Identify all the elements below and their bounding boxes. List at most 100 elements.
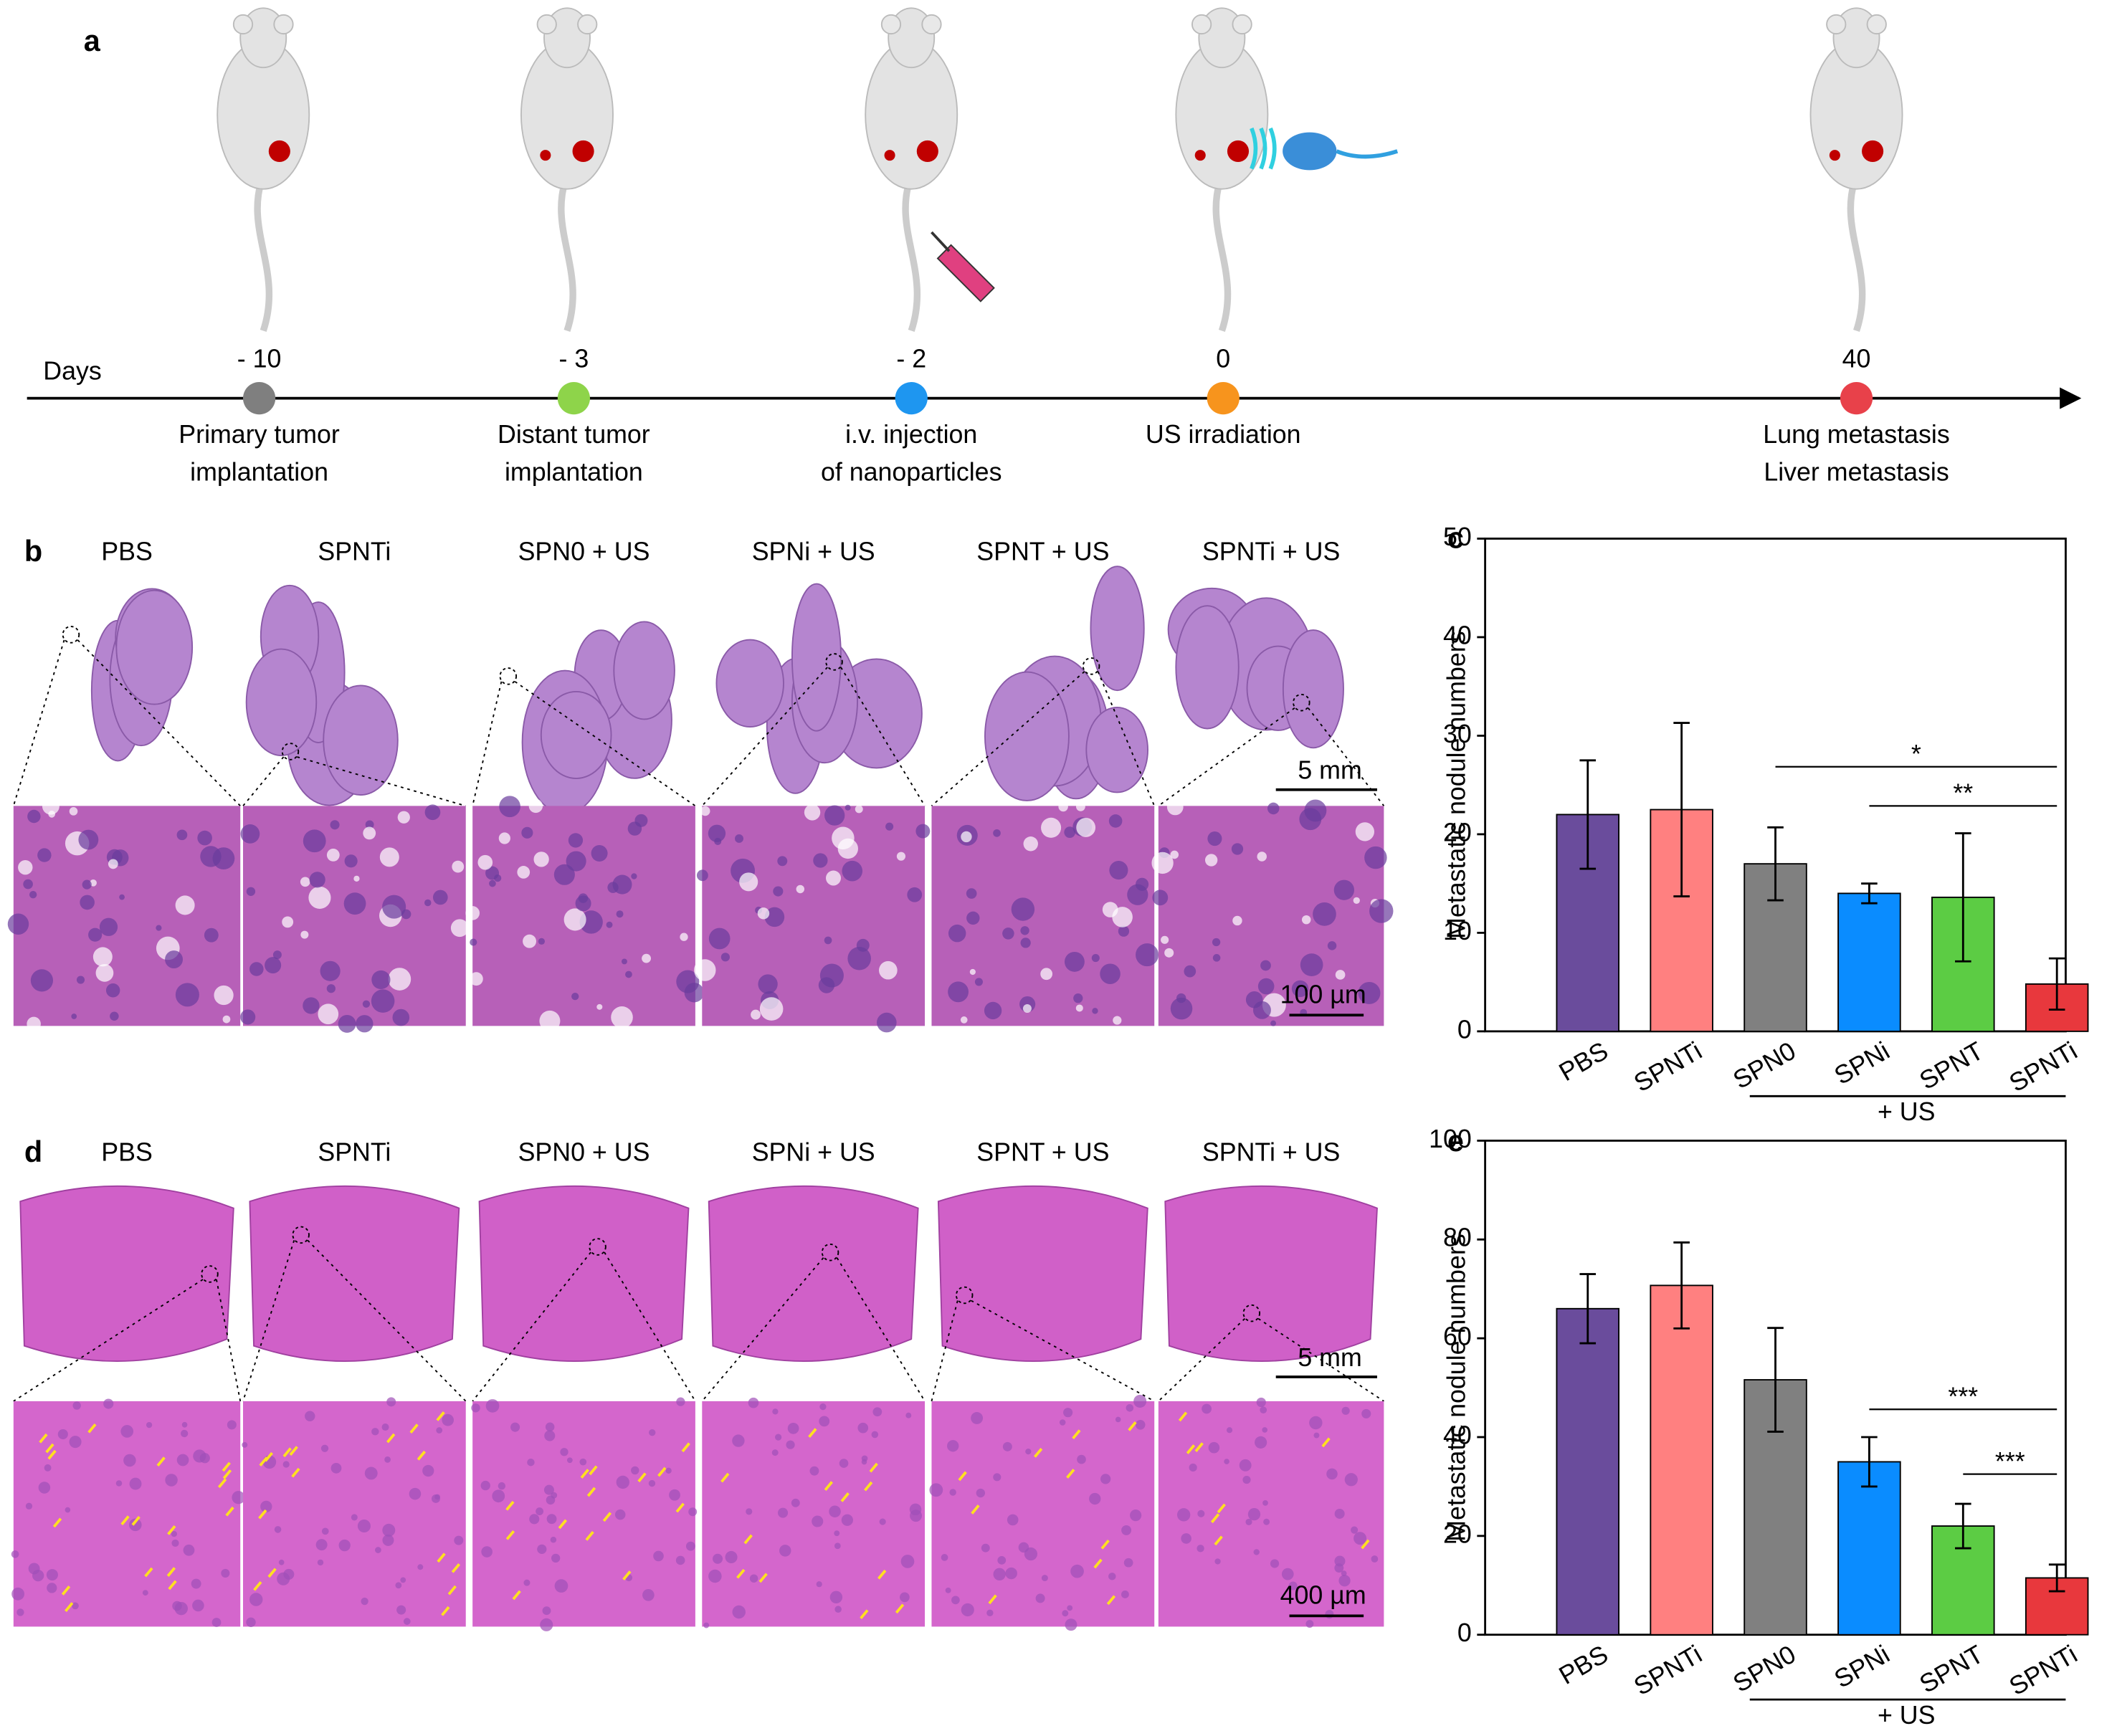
zoom-marker	[1242, 1304, 1261, 1322]
cell-texture	[948, 924, 966, 943]
cell-texture	[16, 1608, 24, 1616]
cell-texture	[38, 1482, 51, 1494]
cell-texture	[1262, 1500, 1268, 1506]
cell-texture	[947, 1440, 959, 1452]
cell-texture	[824, 805, 845, 826]
tissue	[715, 639, 784, 728]
cell-texture	[232, 1491, 245, 1504]
zoom-guide	[77, 639, 241, 807]
group-title: SPNT + US	[976, 538, 1109, 566]
nodule-arrow	[736, 1568, 746, 1579]
nodule-arrow	[840, 1492, 850, 1502]
cell-texture	[905, 1412, 912, 1418]
cell-texture	[498, 832, 510, 844]
cell-texture	[696, 869, 708, 882]
ultrasound-wave	[1250, 127, 1258, 170]
y-tick-label: 100	[1429, 1125, 1472, 1153]
cell-texture	[1135, 1420, 1146, 1430]
cell-texture	[550, 1536, 557, 1543]
cell-texture	[470, 938, 477, 946]
nodule-arrow	[437, 1553, 446, 1563]
zoom-marker	[1293, 693, 1310, 712]
nodule-arrow	[1072, 1429, 1081, 1440]
zoom-guide	[604, 1251, 696, 1402]
cell-texture	[1257, 852, 1267, 862]
nodule-arrow	[860, 1609, 869, 1620]
cell-texture	[1126, 1403, 1134, 1412]
cell-texture	[211, 1618, 222, 1627]
cell-texture	[1291, 980, 1309, 998]
cell-texture	[910, 1510, 922, 1522]
cell-texture	[993, 829, 1001, 837]
zoom-guide	[242, 1240, 295, 1402]
y-tick-label: 20	[1443, 1520, 1472, 1548]
cell-texture	[392, 1008, 410, 1026]
cell-texture	[492, 1489, 505, 1503]
cell-texture	[612, 874, 632, 895]
zoom-guide	[242, 756, 285, 806]
cell-texture	[1338, 1575, 1351, 1587]
cell-texture	[1092, 1008, 1098, 1014]
nodule-arrow	[1093, 1558, 1103, 1569]
nodule-arrow	[253, 1580, 262, 1591]
cell-texture	[395, 1582, 402, 1589]
nodule-arrow	[166, 1567, 176, 1577]
cell-texture	[1353, 897, 1360, 905]
cell-texture	[11, 1550, 19, 1558]
cell-texture	[1181, 1533, 1191, 1544]
panel-label: c	[1447, 520, 1464, 554]
cell-texture	[571, 992, 579, 1001]
cell-texture	[1260, 960, 1271, 971]
overview-image	[1167, 587, 1344, 749]
cell-texture	[382, 1534, 394, 1546]
cell-texture	[948, 981, 969, 1003]
cell-texture	[353, 875, 360, 882]
nodule-arrow	[869, 1462, 878, 1473]
cell-texture	[986, 1609, 994, 1617]
zoom-image	[694, 804, 931, 1033]
nodule-arrow	[120, 1515, 130, 1526]
bar	[1837, 1461, 1901, 1636]
nodule-arrow	[1217, 1503, 1226, 1514]
timeline-event-label: i.v. injection	[845, 420, 977, 449]
cell-texture	[57, 1429, 68, 1440]
cell-texture	[1197, 1510, 1205, 1517]
cell-texture	[381, 1423, 389, 1431]
cell-texture	[379, 847, 399, 867]
cell-texture	[545, 1422, 555, 1432]
cell-texture	[1371, 1555, 1379, 1563]
cell-texture	[309, 872, 325, 888]
cell-texture	[277, 1572, 290, 1585]
cell-texture	[700, 806, 710, 816]
zoom-image	[931, 801, 1159, 1026]
cell-texture	[129, 1477, 142, 1490]
cell-texture	[614, 1509, 626, 1520]
cell-texture	[872, 1407, 883, 1417]
cell-texture	[1207, 831, 1222, 846]
cell-texture	[76, 976, 85, 984]
cell-texture	[945, 1587, 951, 1593]
nodule-arrow	[225, 1506, 234, 1517]
cell-texture	[1344, 1473, 1358, 1487]
cell-texture	[861, 1459, 867, 1465]
cell-texture	[1067, 1605, 1073, 1611]
cell-texture	[847, 946, 871, 970]
cell-texture	[685, 1541, 695, 1551]
tissue	[1085, 707, 1148, 793]
cell-texture	[1257, 978, 1275, 995]
overview-image	[937, 1185, 1148, 1363]
cell-texture	[485, 1399, 500, 1413]
timeline-event-label: of nanoparticles	[821, 458, 1002, 487]
cell-texture	[523, 1579, 531, 1586]
cell-texture	[1040, 968, 1053, 981]
timeline-dot	[557, 382, 590, 415]
cell-texture	[725, 1550, 738, 1563]
cell-texture	[759, 997, 784, 1021]
cell-texture	[432, 890, 448, 905]
zoom-guide	[472, 1251, 591, 1402]
x-tick-label: SPNTi	[2004, 1640, 2082, 1702]
timeline-event-label: Lung metastasis	[1763, 420, 1949, 449]
nodule-arrow	[1106, 1595, 1116, 1606]
cell-texture	[779, 1545, 791, 1557]
bar	[1556, 1307, 1620, 1636]
